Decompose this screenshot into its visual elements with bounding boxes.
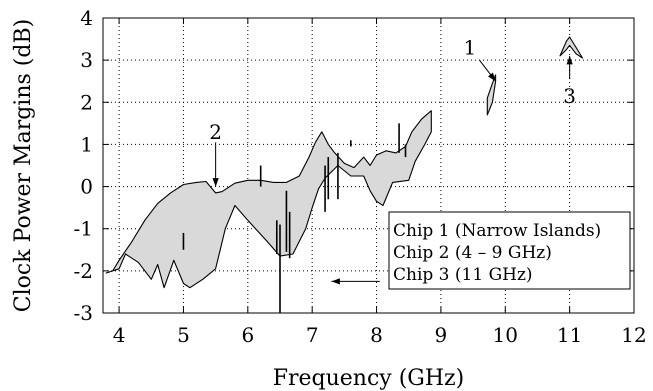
- y-tick-label: 3: [80, 48, 93, 72]
- annotation-arrowhead: [566, 55, 573, 65]
- x-tick-label: 12: [621, 323, 646, 347]
- x-tick-label: 10: [493, 323, 518, 347]
- x-tick-label: 4: [113, 323, 126, 347]
- legend-item-chip1: Chip 1 (Narrow Islands): [393, 221, 601, 241]
- y-tick-label: 2: [80, 90, 93, 114]
- area-chip-1: [486, 74, 497, 116]
- data-spikes: [182, 123, 407, 313]
- y-axis-label: Clock Power Margins (dB): [11, 19, 36, 312]
- annotation-label: 2: [209, 120, 222, 144]
- legend-box: [388, 211, 631, 290]
- annotation-label: 1: [464, 36, 477, 60]
- y-tick-label: 4: [80, 6, 93, 30]
- x-tick-label: 11: [557, 323, 582, 347]
- annotation-label: 3: [563, 84, 576, 108]
- annotation-arrowhead: [488, 72, 496, 82]
- x-tick-label: 9: [435, 323, 448, 347]
- x-tick-label: 6: [241, 323, 254, 347]
- area-chip-3: [559, 36, 584, 59]
- x-tick-label: 5: [177, 323, 190, 347]
- x-tick-label: 7: [306, 323, 319, 347]
- annotation-arrowhead: [212, 178, 219, 187]
- y-tick-label: -1: [74, 217, 93, 241]
- y-tick-label: 0: [80, 175, 93, 199]
- legend-item-chip2: Chip 2 (4 – 9 GHz): [393, 243, 552, 263]
- data-areas: [105, 36, 584, 289]
- legend: Chip 1 (Narrow Islands) Chip 2 (4 – 9 GH…: [388, 211, 631, 290]
- x-axis-label: Frequency (GHz): [273, 366, 465, 391]
- y-axis-ticks: -3 -2 -1 0 1 2 3 4: [74, 6, 634, 325]
- plot-frame: [102, 17, 635, 314]
- x-axis-ticks: 4 5 6 7 8 9 10 11 12: [113, 18, 647, 347]
- x-tick-label: 8: [370, 323, 383, 347]
- y-tick-label: -2: [74, 259, 93, 283]
- area-chip-2: [105, 110, 432, 289]
- y-tick-label: 1: [80, 132, 93, 156]
- annotation-arrowhead: [331, 278, 340, 285]
- y-tick-label: -3: [74, 301, 93, 325]
- legend-item-chip3: Chip 3 (11 GHz): [393, 265, 533, 285]
